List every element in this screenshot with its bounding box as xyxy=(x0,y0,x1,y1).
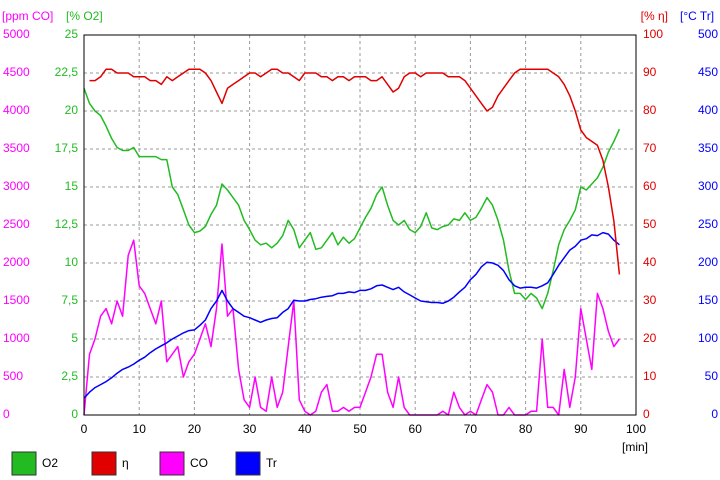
y-tick-label: 25 xyxy=(65,27,79,41)
y-tick-label: 7,5 xyxy=(61,293,78,307)
y-tick-label: 60 xyxy=(643,179,657,193)
y-tick-label: 0 xyxy=(643,407,650,421)
y-tick-label: 2000 xyxy=(3,255,30,269)
legend-label: CO xyxy=(190,456,208,470)
y-tick-label: 40 xyxy=(643,255,657,269)
y-tick-label: 200 xyxy=(698,255,718,269)
y-tick-label: 50 xyxy=(705,369,719,383)
x-axis-label: [min] xyxy=(622,440,648,454)
y-tick-label: 450 xyxy=(698,65,718,79)
y-tick-label: 350 xyxy=(698,141,718,155)
y-tick-label: 90 xyxy=(643,65,657,79)
y-tick-label: 1500 xyxy=(3,293,30,307)
series-line xyxy=(83,239,621,416)
y-tick-label: 250 xyxy=(698,217,718,231)
y-tick-label: 22,5 xyxy=(55,65,79,79)
plot-frame xyxy=(83,34,637,416)
y-tick-label: 3500 xyxy=(3,141,30,155)
y-tick-label: 4000 xyxy=(3,103,30,117)
y-tick-label: 17,5 xyxy=(55,141,79,155)
y-tick-label: 500 xyxy=(698,27,718,41)
x-tick-label: 10 xyxy=(133,422,147,436)
x-tick-label: 70 xyxy=(464,422,478,436)
y-axis-label: [°C Tr] xyxy=(680,9,714,23)
legend-swatch xyxy=(235,451,261,476)
y-tick-label: 5 xyxy=(71,331,78,345)
x-tick-label: 0 xyxy=(81,422,88,436)
y-tick-label: 2,5 xyxy=(61,369,78,383)
y-tick-label: 80 xyxy=(643,103,657,117)
y-tick-label: 100 xyxy=(698,331,718,345)
y-tick-label: 0 xyxy=(3,407,10,421)
y-tick-label: 4500 xyxy=(3,65,30,79)
y-tick-label: 5000 xyxy=(3,27,30,41)
x-tick-label: 90 xyxy=(574,422,588,436)
legend-label: Tr xyxy=(266,456,277,470)
y-tick-label: 2500 xyxy=(3,217,30,231)
y-tick-label: 20 xyxy=(643,331,657,345)
y-tick-label: 10 xyxy=(65,255,79,269)
x-tick-label: 80 xyxy=(519,422,533,436)
y-tick-label: 0 xyxy=(711,407,718,421)
y-tick-label: 500 xyxy=(3,369,23,383)
x-tick-label: 50 xyxy=(353,422,367,436)
y-tick-label: 1000 xyxy=(3,331,30,345)
legend-label: O2 xyxy=(42,456,58,470)
y-axis-label: [ppm CO] xyxy=(2,9,53,23)
y-tick-label: 100 xyxy=(643,27,663,41)
legend-swatch xyxy=(11,451,37,476)
y-tick-label: 12,5 xyxy=(55,217,79,231)
y-axis-label: [% η] xyxy=(641,9,668,23)
x-tick-label: 40 xyxy=(298,422,312,436)
series-line xyxy=(83,87,621,310)
y-tick-label: 70 xyxy=(643,141,657,155)
legend-swatch xyxy=(159,451,185,476)
y-tick-label: 30 xyxy=(643,293,657,307)
y-axis-label: [% O2] xyxy=(66,9,103,23)
y-tick-label: 3000 xyxy=(3,179,30,193)
series-line xyxy=(83,231,620,399)
x-tick-label: 30 xyxy=(243,422,257,436)
series-line xyxy=(89,68,621,275)
x-tick-label: 100 xyxy=(626,422,646,436)
y-tick-label: 15 xyxy=(65,179,79,193)
y-tick-label: 400 xyxy=(698,103,718,117)
x-tick-label: 20 xyxy=(188,422,202,436)
y-tick-label: 300 xyxy=(698,179,718,193)
y-tick-label: 150 xyxy=(698,293,718,307)
y-tick-label: 20 xyxy=(65,103,79,117)
legend-swatch xyxy=(91,451,117,476)
legend-label: η xyxy=(122,456,129,470)
x-tick-label: 60 xyxy=(409,422,423,436)
y-tick-label: 50 xyxy=(643,217,657,231)
y-tick-label: 0 xyxy=(71,407,78,421)
y-tick-label: 10 xyxy=(643,369,657,383)
